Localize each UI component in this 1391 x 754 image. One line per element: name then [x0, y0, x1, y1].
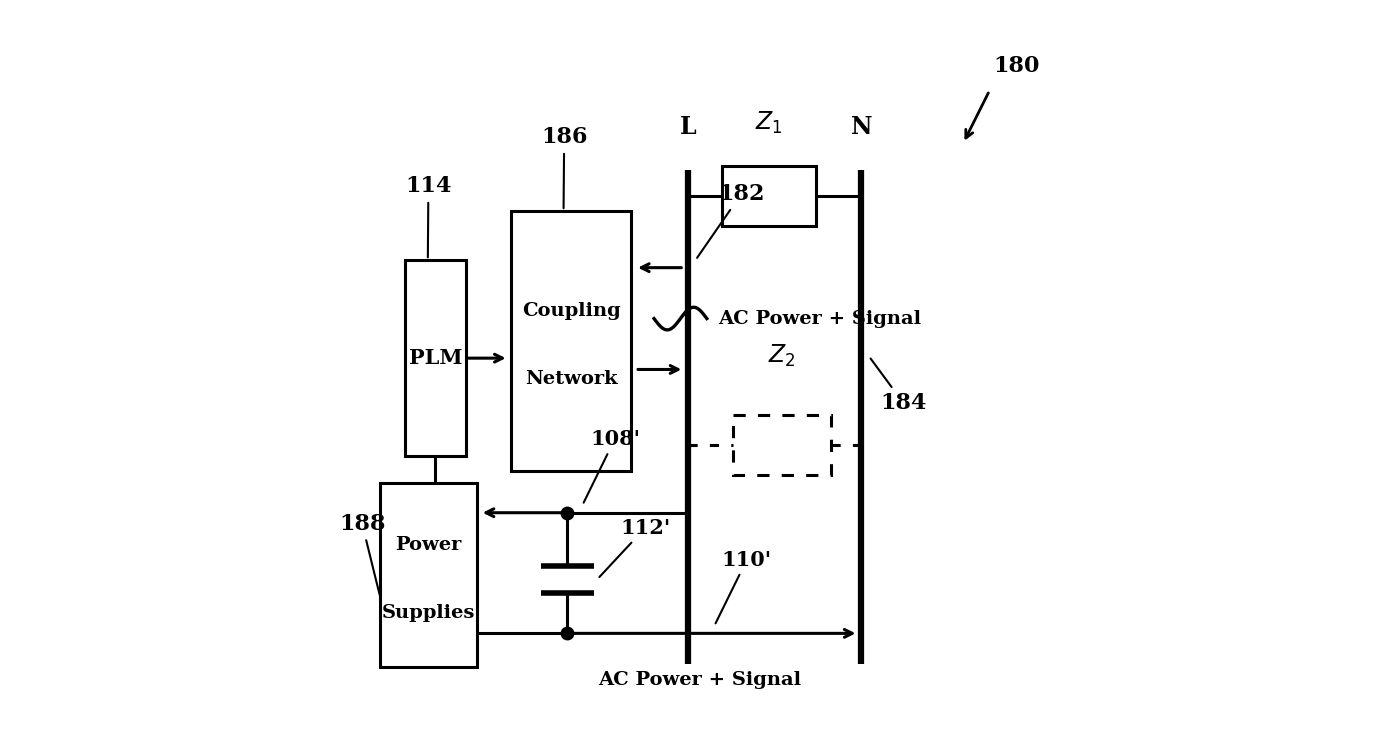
- Text: 184: 184: [871, 358, 926, 414]
- Text: Coupling: Coupling: [522, 302, 620, 320]
- Text: L: L: [680, 115, 697, 139]
- Bar: [722, 166, 817, 226]
- Text: 186: 186: [541, 126, 587, 208]
- Bar: [380, 483, 477, 667]
- Text: Network: Network: [524, 370, 618, 388]
- Text: PLM: PLM: [409, 348, 462, 368]
- Text: $Z_1$: $Z_1$: [755, 109, 783, 136]
- Text: 112': 112': [600, 518, 670, 577]
- Bar: [733, 415, 832, 475]
- Text: Power: Power: [395, 536, 462, 553]
- Text: AC Power + Signal: AC Power + Signal: [598, 671, 801, 689]
- Text: 114: 114: [405, 175, 452, 257]
- Text: AC Power + Signal: AC Power + Signal: [718, 310, 921, 327]
- Text: 180: 180: [993, 54, 1039, 77]
- Text: 188: 188: [339, 513, 385, 595]
- Text: $Z_2$: $Z_2$: [768, 343, 796, 369]
- Text: 110': 110': [715, 550, 772, 624]
- Text: 108': 108': [584, 429, 640, 503]
- Bar: [510, 211, 632, 471]
- Text: N: N: [850, 115, 872, 139]
- Text: Supplies: Supplies: [383, 604, 476, 621]
- Bar: [405, 260, 466, 456]
- Text: 182: 182: [697, 182, 765, 258]
